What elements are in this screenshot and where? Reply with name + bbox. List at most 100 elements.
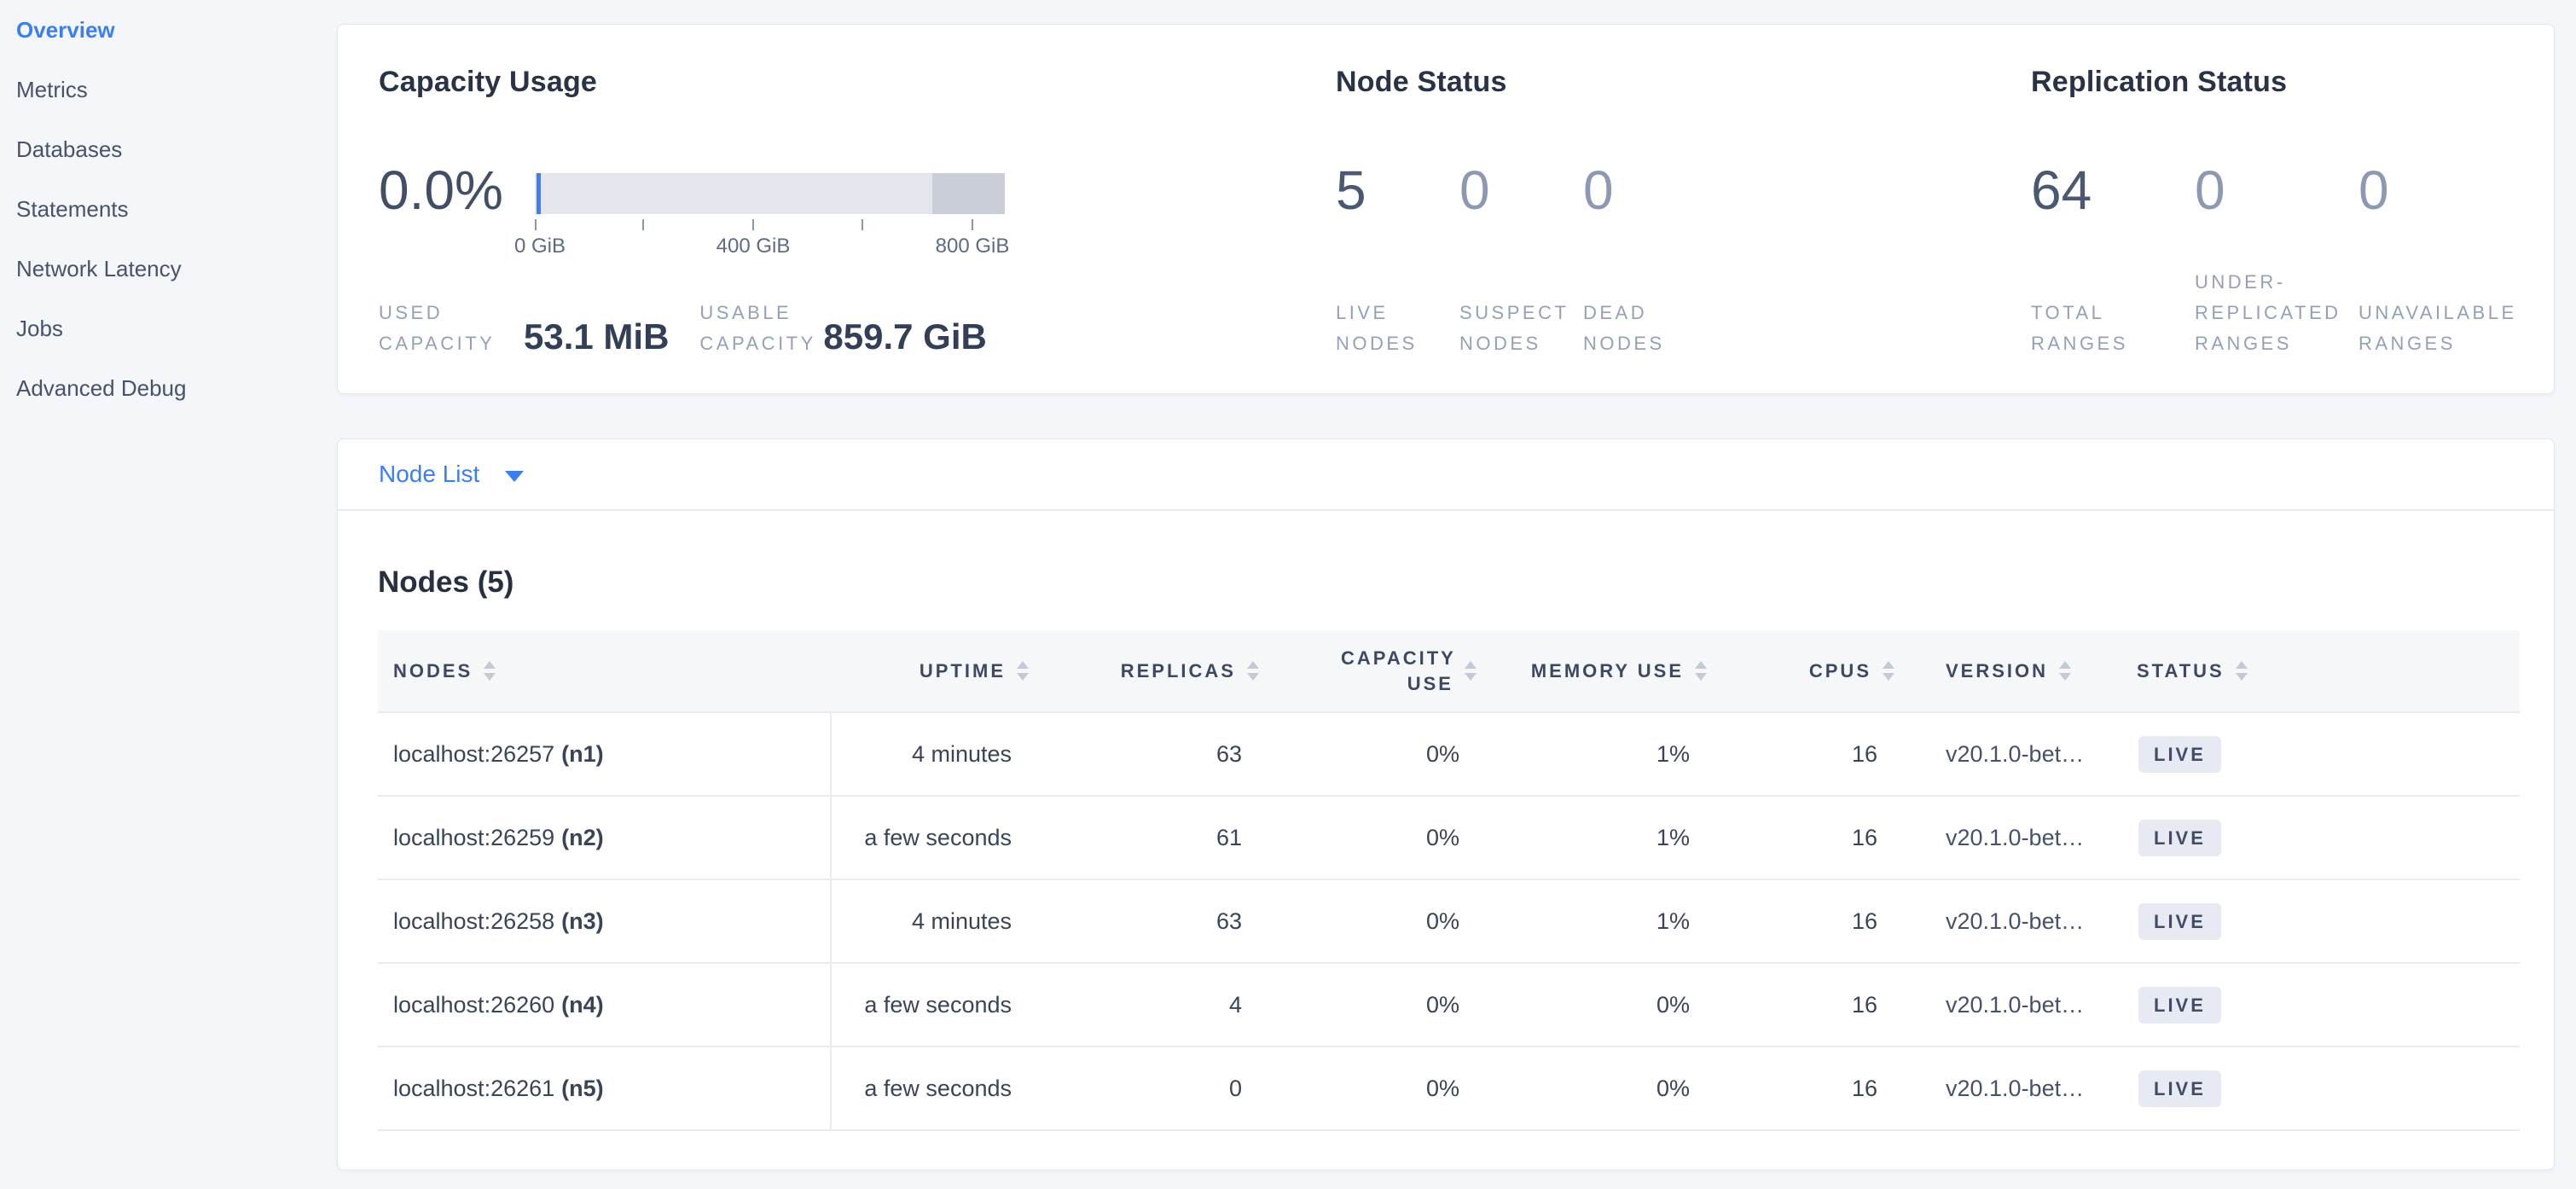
capacity-gauge-row: 0.0% 0 GiB 400 GiB	[379, 160, 1009, 260]
capacity-gauge-reserved-segment	[931, 173, 1005, 214]
sort-icon[interactable]	[1017, 661, 1029, 681]
used-capacity-value: 53.1 MiB	[524, 316, 670, 357]
column-label: MEMORY USE	[1530, 659, 1684, 682]
dead-nodes-count: 0	[1583, 160, 1614, 221]
capacity-use-cell: 0%	[1259, 712, 1477, 797]
node-address[interactable]: localhost:26260	[393, 991, 555, 1018]
sort-icon[interactable]	[484, 661, 496, 681]
node-address-cell[interactable]: localhost:26260 (n4)	[378, 963, 832, 1047]
node-id: (n2)	[561, 824, 604, 850]
capacity-gauge-ticks	[535, 218, 1005, 231]
node-status-values: 5 0 0	[1336, 160, 1707, 221]
under-replicated-ranges-count: 0	[2195, 160, 2225, 221]
column-header-capacity-use[interactable]: CAPACITY USE	[1259, 630, 1477, 713]
sidebar-item-databases[interactable]: Databases	[16, 136, 123, 162]
sidebar-item-overview[interactable]: Overview	[16, 16, 115, 43]
memory-use-cell: 0%	[1477, 963, 1707, 1047]
status-cell: LIVE	[2137, 712, 2520, 797]
sort-icon[interactable]	[1465, 661, 1477, 681]
node-id: (n1)	[561, 740, 604, 767]
node-status-panel: Node Status 5 0 0 LIVE NODES SUSPECT NOD…	[1336, 25, 2018, 393]
usable-capacity-value: 859.7 GiB	[823, 316, 987, 357]
memory-use-cell: 1%	[1477, 879, 1707, 964]
sidebar-item-advanced-debug[interactable]: Advanced Debug	[16, 374, 187, 401]
replication-status-panel: Replication Status 64 0 0 TOTAL RANGES U…	[2031, 25, 2543, 393]
chevron-down-icon	[505, 470, 525, 482]
node-address[interactable]: localhost:26261	[393, 1075, 555, 1101]
tick-label-0: 0 GiB	[513, 235, 566, 258]
node-list-dropdown[interactable]: Node List	[338, 439, 2554, 511]
sidebar-item-jobs[interactable]: Jobs	[16, 315, 63, 341]
node-address-cell[interactable]: localhost:26259 (n2)	[378, 796, 832, 880]
node-id: (n5)	[561, 1075, 604, 1101]
nodes-table-title: Nodes (5)	[378, 566, 514, 599]
node-list-dropdown-label[interactable]: Node List	[379, 461, 480, 487]
column-label: CPUS	[1808, 659, 1871, 682]
status-cell: LIVE	[2137, 1047, 2520, 1131]
sort-icon[interactable]	[1695, 661, 1707, 681]
suspect-nodes-count: 0	[1459, 160, 1490, 221]
under-replicated-ranges-label: UNDER-REPLICATED RANGES	[2195, 271, 2341, 354]
used-capacity-label: USED CAPACITY	[379, 302, 496, 354]
table-row: localhost:26260 (n4) a few seconds 4 0% 0…	[378, 963, 2520, 1047]
node-address[interactable]: localhost:26258	[393, 908, 555, 934]
sidebar-item-statements[interactable]: Statements	[16, 195, 129, 222]
column-header-uptime[interactable]: UPTIME	[831, 630, 1029, 713]
sort-icon[interactable]	[2059, 661, 2072, 681]
node-address-cell[interactable]: localhost:26258 (n3)	[378, 879, 832, 964]
table-header-row: NODES UPTIME REPLICAS CAPACITY USE	[378, 630, 2520, 713]
column-header-nodes[interactable]: NODES	[378, 630, 831, 713]
capacity-metrics-row: USED CAPACITY 53.1 MiB USABLE CAPACITY 8…	[379, 298, 1018, 359]
status-badge: LIVE	[2138, 902, 2221, 940]
cluster-summary-card: Capacity Usage 0.0%	[337, 24, 2555, 394]
table-row: localhost:26257 (n1) 4 minutes 63 0% 1% 1…	[378, 712, 2520, 797]
sort-icon[interactable]	[2235, 661, 2248, 681]
table-row: localhost:26258 (n3) 4 minutes 63 0% 1% 1…	[378, 879, 2520, 964]
replicas-cell: 63	[1029, 712, 1259, 797]
column-header-cpus[interactable]: CPUS	[1707, 630, 1894, 713]
status-cell: LIVE	[2137, 796, 2520, 880]
column-header-memory-use[interactable]: MEMORY USE	[1477, 630, 1707, 713]
cpus-cell: 16	[1707, 1047, 1894, 1131]
column-header-status[interactable]: STATUS	[2137, 630, 2520, 713]
live-nodes-label: LIVE NODES	[1336, 302, 1418, 354]
sort-icon[interactable]	[1247, 661, 1259, 681]
node-status-title: Node Status	[1336, 66, 1507, 98]
tick-label-800: 800 GiB	[935, 235, 1010, 258]
node-id: (n3)	[561, 908, 604, 934]
node-address[interactable]: localhost:26257	[393, 740, 555, 767]
sidebar-item-metrics[interactable]: Metrics	[16, 76, 88, 102]
status-badge: LIVE	[2138, 735, 2221, 773]
suspect-nodes-label: SUSPECT NODES	[1459, 302, 1569, 354]
capacity-percent: 0.0%	[379, 160, 503, 221]
uptime-cell: a few seconds	[831, 796, 1029, 880]
capacity-usage-title: Capacity Usage	[379, 66, 598, 98]
column-header-version[interactable]: VERSION	[1894, 630, 2137, 713]
column-label: STATUS	[2137, 659, 2225, 682]
node-address-cell[interactable]: localhost:26261 (n5)	[378, 1047, 832, 1131]
usable-capacity-metric: USABLE CAPACITY 859.7 GiB	[699, 298, 986, 359]
column-label: NODES	[393, 659, 473, 682]
memory-use-cell: 1%	[1477, 712, 1707, 797]
cpus-cell: 16	[1707, 963, 1894, 1047]
node-status-labels: LIVE NODES SUSPECT NODES DEAD NODES	[1336, 298, 1707, 359]
replication-status-title: Replication Status	[2031, 66, 2288, 98]
capacity-gauge-tick-labels: 0 GiB 400 GiB 800 GiB	[514, 235, 1009, 260]
cpus-cell: 16	[1707, 796, 1894, 880]
column-header-replicas[interactable]: REPLICAS	[1029, 630, 1259, 713]
column-label: REPLICAS	[1120, 659, 1236, 682]
uptime-cell: a few seconds	[831, 963, 1029, 1047]
node-address-cell[interactable]: localhost:26257 (n1)	[378, 712, 832, 797]
node-address[interactable]: localhost:26259	[393, 824, 555, 850]
node-list-card: Node List Nodes (5) NODES	[337, 438, 2555, 1170]
status-badge: LIVE	[2138, 986, 2221, 1024]
column-label: CAPACITY USE	[1341, 647, 1456, 694]
capacity-usage-panel: Capacity Usage 0.0%	[379, 25, 1326, 393]
status-cell: LIVE	[2137, 963, 2520, 1047]
nodes-table: NODES UPTIME REPLICAS CAPACITY USE	[378, 630, 2520, 1131]
sort-icon[interactable]	[1883, 661, 1894, 681]
capacity-use-cell: 0%	[1259, 963, 1477, 1047]
status-badge: LIVE	[2138, 1070, 2221, 1107]
node-id: (n4)	[561, 991, 604, 1018]
sidebar-item-network-latency[interactable]: Network Latency	[16, 255, 182, 281]
